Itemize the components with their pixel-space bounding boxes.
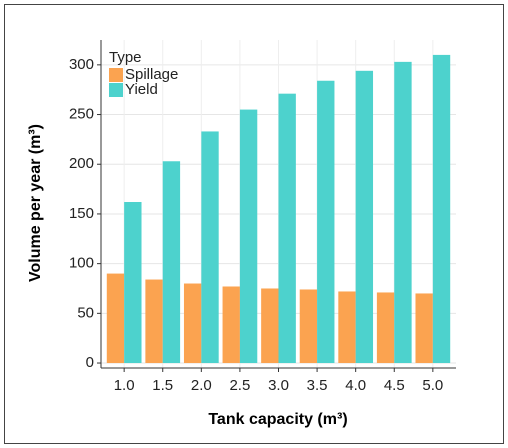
bar [201, 131, 219, 364]
bar [261, 288, 279, 364]
x-tick-label: 4.0 [345, 377, 366, 394]
y-tick-label: 250 [69, 106, 94, 123]
y-tick-label: 0 [86, 354, 94, 371]
bar [415, 293, 433, 364]
x-tick-label: 3.0 [268, 377, 289, 394]
bar [338, 291, 356, 364]
legend-label: Spillage [125, 66, 178, 83]
bar [222, 286, 240, 364]
bar [394, 61, 412, 364]
bar [124, 202, 142, 364]
bar [183, 283, 202, 364]
bar [432, 54, 451, 364]
bar [162, 161, 181, 364]
x-tick-label: 5.0 [422, 377, 443, 394]
x-tick-label: 1.5 [152, 377, 173, 394]
x-axis-title: Tank capacity (m³) [208, 411, 347, 428]
y-tick-label: 50 [77, 304, 94, 321]
y-axis-title: Volume per year (m³) [27, 124, 44, 282]
legend-key [109, 68, 123, 82]
bar [239, 109, 258, 364]
bar [299, 289, 318, 364]
y-tick-label: 300 [69, 56, 94, 73]
legend-title: Type [109, 49, 142, 66]
bar [355, 70, 374, 364]
x-tick-label: 3.5 [307, 377, 328, 394]
bar [145, 279, 163, 364]
bar [376, 292, 395, 364]
x-tick-label: 2.0 [191, 377, 212, 394]
x-tick-label: 2.5 [229, 377, 250, 394]
y-tick-label: 150 [69, 205, 94, 222]
bar [317, 80, 335, 364]
bar [278, 93, 296, 364]
x-tick-label: 4.5 [384, 377, 405, 394]
legend-label: Yield [125, 81, 158, 98]
legend-key [109, 83, 123, 97]
y-tick-label: 200 [69, 155, 94, 172]
bar [106, 273, 125, 364]
y-tick-label: 100 [69, 255, 94, 272]
x-tick-label: 1.0 [114, 377, 135, 394]
